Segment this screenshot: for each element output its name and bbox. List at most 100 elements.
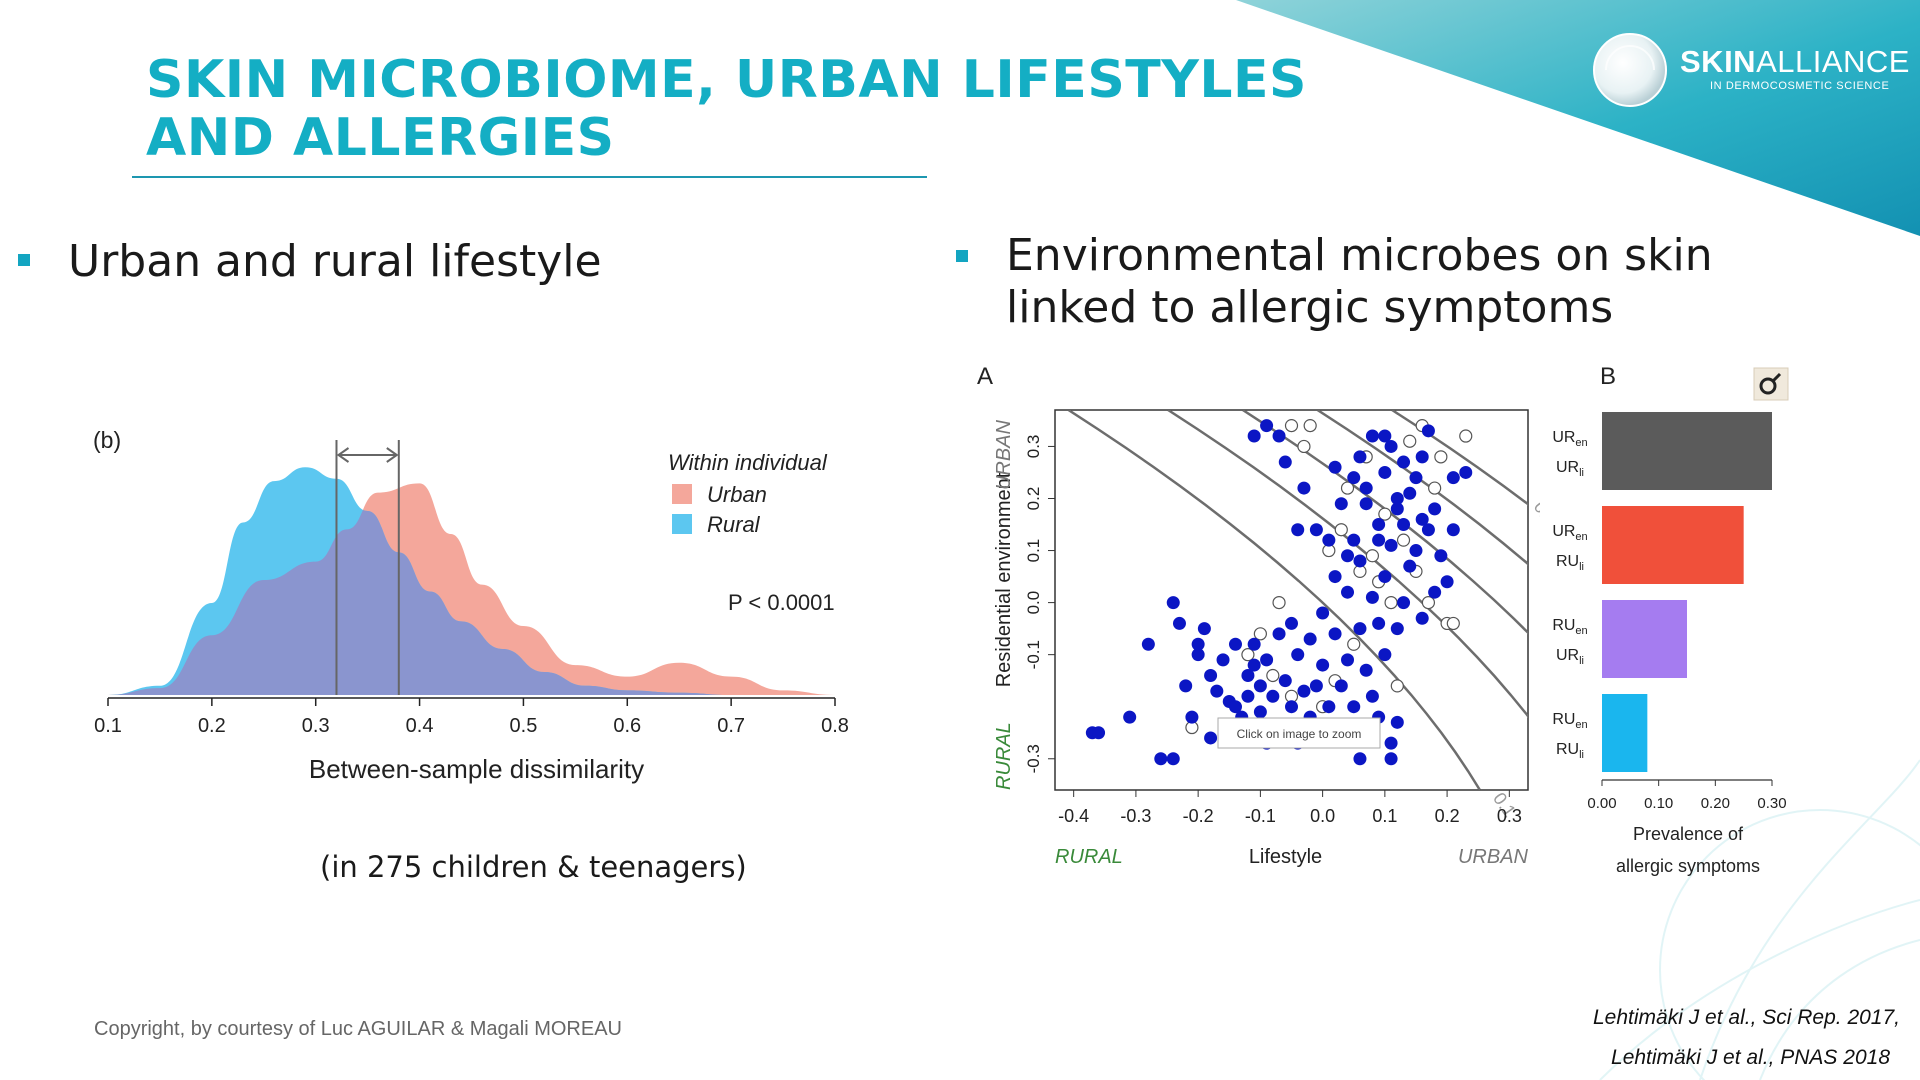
filled-point bbox=[1359, 663, 1373, 677]
filled-point bbox=[1272, 627, 1286, 641]
filled-point bbox=[1397, 518, 1411, 532]
open-point bbox=[1297, 439, 1311, 454]
filled-point bbox=[1272, 429, 1286, 443]
filled-point bbox=[1247, 658, 1261, 672]
filled-point bbox=[1191, 637, 1205, 651]
logo-subtitle: IN DERMOCOSMETIC SCIENCE bbox=[1710, 80, 1890, 92]
filled-point bbox=[1359, 481, 1373, 495]
open-point bbox=[1390, 679, 1404, 693]
filled-point bbox=[1365, 429, 1379, 443]
bar bbox=[1602, 694, 1648, 772]
open-point bbox=[1266, 668, 1280, 683]
x-axis-label-line-2: allergic symptoms bbox=[1616, 856, 1760, 876]
filled-point bbox=[1253, 679, 1267, 693]
x-tick-label: 0.2 bbox=[198, 715, 226, 737]
filled-point bbox=[1390, 622, 1404, 636]
filled-point bbox=[1316, 606, 1330, 620]
filled-point bbox=[1266, 689, 1280, 703]
filled-point bbox=[1166, 596, 1180, 610]
open-point bbox=[1284, 419, 1299, 433]
filled-point bbox=[1397, 596, 1411, 610]
contour-line bbox=[1391, 410, 1528, 506]
panel-label: A bbox=[977, 363, 993, 390]
density-chart: 0.1 0.2 0.3 0.4 0.5 0.6 0.7 0.8 Between-sample d… bbox=[93, 427, 849, 784]
zoom-icon-handle bbox=[1771, 372, 1782, 383]
legend-swatch-urban bbox=[672, 484, 692, 504]
contour-line bbox=[1067, 410, 1481, 790]
filled-point bbox=[1297, 684, 1311, 698]
bar-chart: B URen URli URen RUli RUen URli RUen RUli 0.00 0.1… bbox=[1552, 363, 1789, 876]
open-point bbox=[1253, 627, 1267, 641]
filled-point bbox=[1285, 700, 1298, 714]
filled-point bbox=[1409, 544, 1423, 558]
filled-point bbox=[1390, 491, 1404, 505]
filled-point bbox=[1228, 637, 1242, 651]
filled-point bbox=[1278, 455, 1292, 469]
bullet-right-line-1: Environmental microbes on skin bbox=[1006, 230, 1713, 281]
bullet-right-line-2: linked to allergic symptoms bbox=[1006, 282, 1614, 333]
filled-point bbox=[1291, 523, 1305, 537]
y-high-label: URBAN bbox=[993, 419, 1015, 490]
x-tick-label: 0.30 bbox=[1757, 795, 1786, 812]
open-point bbox=[1384, 596, 1398, 610]
bar-category-label-top: RUen bbox=[1552, 711, 1587, 731]
filled-point bbox=[1397, 455, 1411, 469]
x-axis-label: Between-sample dissimilarity bbox=[309, 754, 644, 784]
p-value-annotation: P < 0.0001 bbox=[728, 590, 835, 615]
y-tick-label: 0.1 bbox=[1024, 539, 1043, 563]
x-axis-label: Lifestyle bbox=[1249, 846, 1322, 868]
filled-point bbox=[1291, 648, 1305, 662]
bullet-left-text: Urban and rural lifestyle bbox=[68, 236, 602, 287]
x-tick-label: 0.00 bbox=[1587, 795, 1616, 812]
filled-point bbox=[1166, 752, 1180, 766]
contour-label: 0.5 bbox=[1530, 497, 1540, 529]
bullet-marker-left bbox=[18, 254, 30, 266]
x-tick-label: 0.3 bbox=[1497, 806, 1522, 826]
y-tick-label: -0.3 bbox=[1024, 744, 1043, 773]
x-tick-label: -0.1 bbox=[1245, 806, 1276, 826]
legend-title: Within individual bbox=[668, 450, 828, 475]
contour-line bbox=[1167, 410, 1528, 719]
legend-swatch-rural bbox=[672, 514, 692, 534]
filled-point bbox=[1421, 523, 1435, 537]
x-tick-label: 0.4 bbox=[406, 715, 434, 737]
title-underline bbox=[132, 176, 927, 178]
filled-point bbox=[1353, 450, 1367, 464]
filled-point bbox=[1359, 497, 1373, 511]
filled-point bbox=[1390, 502, 1404, 516]
filled-point bbox=[1365, 590, 1379, 604]
filled-point bbox=[1309, 523, 1323, 537]
x-tick-label: 0.6 bbox=[613, 715, 641, 737]
open-point bbox=[1334, 523, 1348, 537]
filled-point bbox=[1210, 684, 1224, 698]
bar bbox=[1602, 412, 1772, 490]
filled-point bbox=[1260, 419, 1274, 433]
filled-point bbox=[1384, 439, 1398, 453]
legend-label-urban: Urban bbox=[707, 482, 767, 507]
bar bbox=[1602, 506, 1744, 584]
open-point bbox=[1396, 533, 1411, 547]
bar-category-label-bottom: RUli bbox=[1556, 553, 1584, 573]
chart-caption: (in 275 children & teenagers) bbox=[320, 850, 747, 884]
filled-point bbox=[1278, 674, 1292, 688]
y-tick-label: -0.1 bbox=[1024, 640, 1043, 669]
x-axis-label-line-1: Prevalence of bbox=[1633, 824, 1744, 844]
filled-point bbox=[1440, 575, 1454, 589]
filled-point bbox=[1434, 549, 1448, 563]
x-tick-label: 0.3 bbox=[302, 715, 330, 737]
x-high-label: URBAN bbox=[1458, 846, 1529, 868]
filled-point bbox=[1328, 627, 1342, 641]
filled-point bbox=[1384, 752, 1398, 766]
filled-point bbox=[1322, 700, 1336, 714]
filled-point bbox=[1365, 689, 1379, 703]
open-point bbox=[1365, 549, 1380, 563]
filled-point bbox=[1415, 611, 1429, 625]
filled-point bbox=[1204, 731, 1218, 745]
filled-point bbox=[1241, 668, 1255, 682]
filled-point bbox=[1403, 559, 1417, 573]
filled-point bbox=[1322, 533, 1336, 547]
x-tick-label: 0.7 bbox=[717, 715, 745, 737]
open-point bbox=[1241, 648, 1255, 662]
bar-category-label-bottom: RUli bbox=[1556, 741, 1584, 761]
